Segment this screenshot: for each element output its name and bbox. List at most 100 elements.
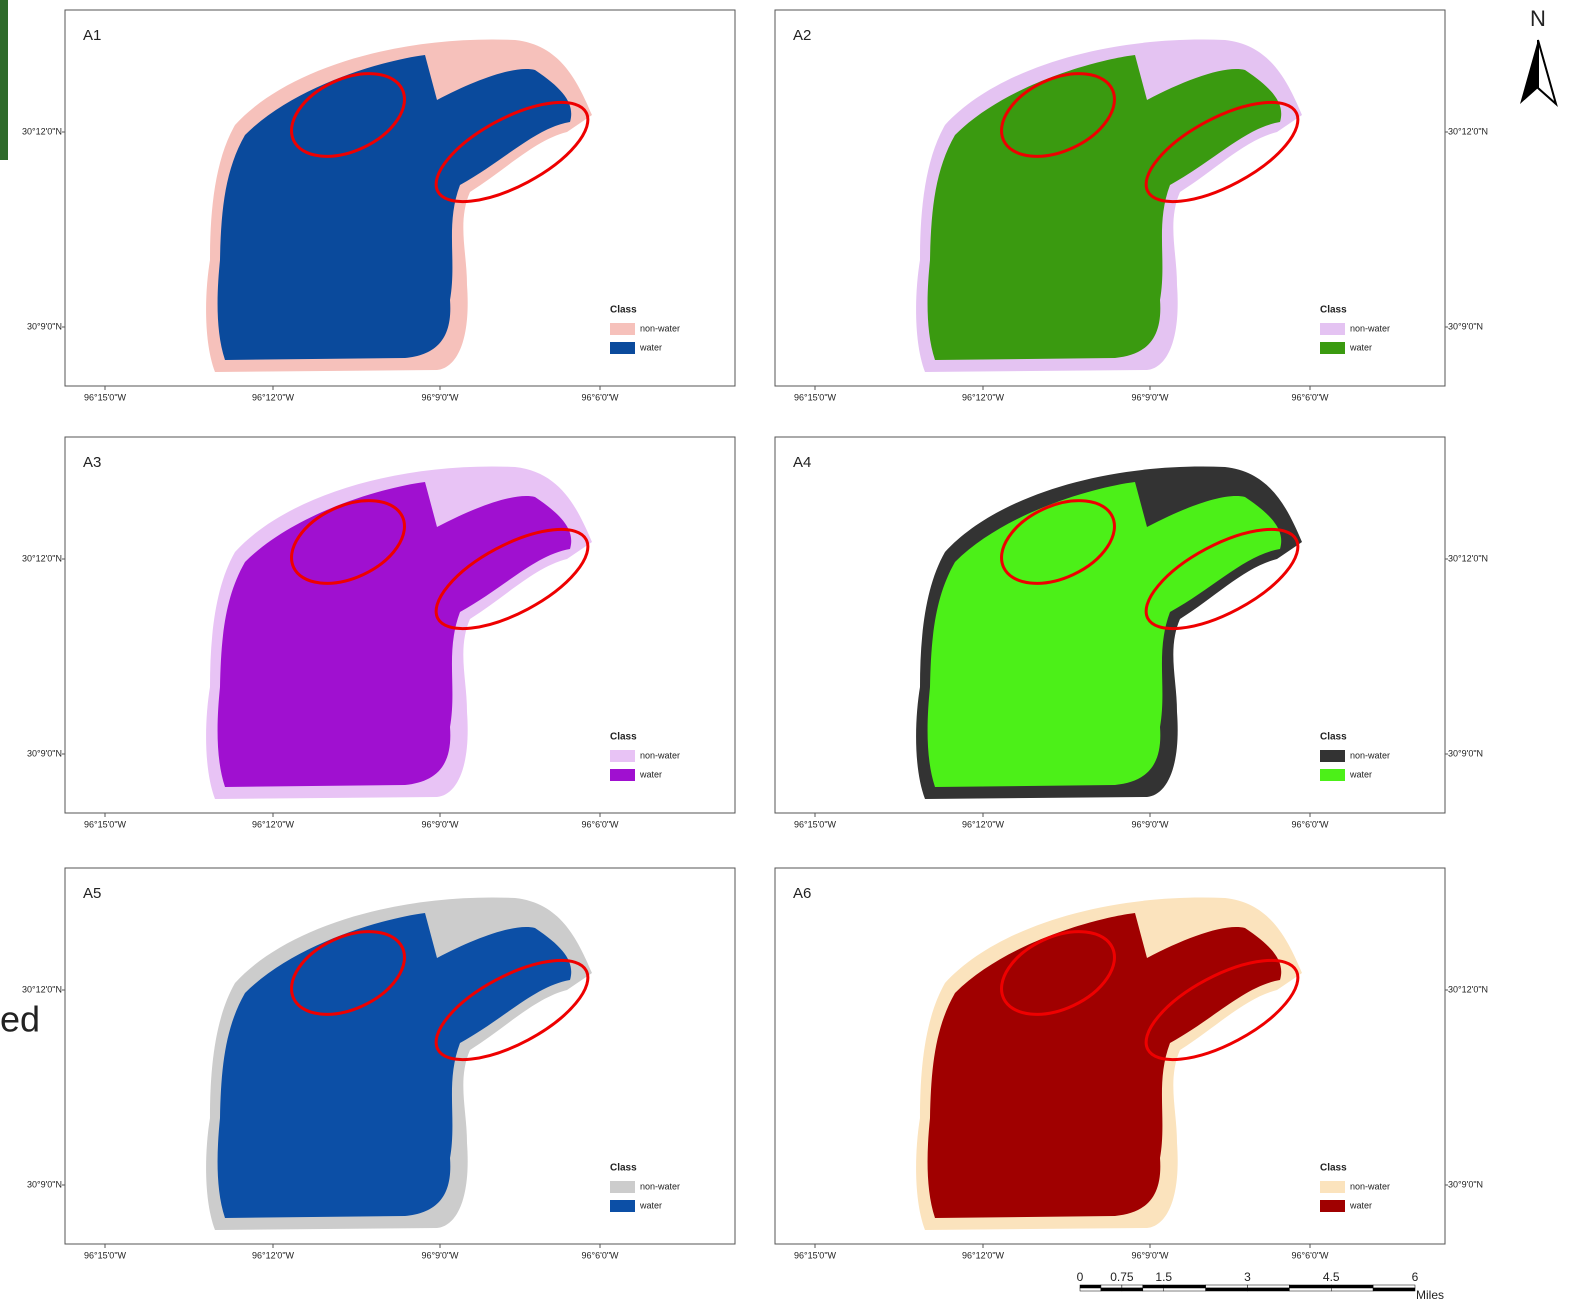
legend-label: water bbox=[1349, 1200, 1372, 1210]
legend-label: non-water bbox=[1350, 323, 1390, 333]
lon-label: 96°15'0"W bbox=[794, 392, 837, 402]
legend-label: water bbox=[1349, 769, 1372, 779]
lon-label: 96°12'0"W bbox=[252, 819, 295, 829]
scale-segment bbox=[1143, 1285, 1164, 1288]
text-fragment: ed bbox=[0, 999, 40, 1040]
legend-title: Class bbox=[1320, 732, 1347, 743]
legend-swatch bbox=[610, 750, 635, 762]
lon-label: 96°6'0"W bbox=[581, 819, 619, 829]
lon-label: 96°9'0"W bbox=[421, 819, 459, 829]
scale-label: 1.5 bbox=[1155, 1270, 1172, 1284]
scale-segment bbox=[1331, 1288, 1373, 1291]
legend-title: Class bbox=[610, 1163, 637, 1174]
lon-label: 96°9'0"W bbox=[421, 1250, 459, 1260]
lat-label: 30°9'0"N bbox=[27, 321, 62, 331]
legend-label: non-water bbox=[640, 323, 680, 333]
lat-label: 30°12'0"N bbox=[22, 553, 62, 563]
scale-segment bbox=[1122, 1288, 1143, 1291]
lat-label: 30°12'0"N bbox=[1448, 553, 1488, 563]
scale-segment bbox=[1248, 1285, 1290, 1288]
scale-segment bbox=[1331, 1285, 1373, 1288]
lon-label: 96°15'0"W bbox=[84, 392, 127, 402]
lon-label: 96°6'0"W bbox=[581, 392, 619, 402]
scale-segment bbox=[1206, 1288, 1248, 1291]
north-arrow bbox=[1520, 40, 1556, 104]
scale-segment bbox=[1080, 1288, 1101, 1291]
legend-label: water bbox=[639, 769, 662, 779]
panel-label: A6 bbox=[793, 885, 811, 902]
legend-label: water bbox=[1349, 342, 1372, 352]
scale-label: 0.75 bbox=[1110, 1270, 1134, 1284]
lat-label: 30°9'0"N bbox=[27, 1179, 62, 1189]
lon-label: 96°9'0"W bbox=[1131, 392, 1169, 402]
map-panel: A5Classnon-waterwater96°15'0"W96°12'0"W9… bbox=[22, 868, 735, 1260]
legend-title: Class bbox=[1320, 1163, 1347, 1174]
panel-label: A4 bbox=[793, 454, 811, 471]
lat-label: 30°9'0"N bbox=[1448, 321, 1483, 331]
lon-label: 96°15'0"W bbox=[84, 1250, 127, 1260]
lon-label: 96°9'0"W bbox=[1131, 1250, 1169, 1260]
lon-label: 96°6'0"W bbox=[581, 1250, 619, 1260]
legend-title: Class bbox=[610, 732, 637, 743]
scale-label: 6 bbox=[1412, 1270, 1419, 1284]
scale-segment bbox=[1373, 1288, 1415, 1291]
scale-segment bbox=[1101, 1285, 1122, 1288]
lon-label: 96°15'0"W bbox=[794, 1250, 837, 1260]
legend-title: Class bbox=[610, 305, 637, 316]
panel-label: A5 bbox=[83, 885, 101, 902]
legend-swatch bbox=[610, 342, 635, 354]
side-bar bbox=[0, 0, 8, 160]
lat-label: 30°9'0"N bbox=[27, 748, 62, 758]
legend-swatch bbox=[610, 323, 635, 335]
scale-segment bbox=[1143, 1288, 1164, 1291]
legend-label: water bbox=[639, 1200, 662, 1210]
lon-label: 96°9'0"W bbox=[421, 392, 459, 402]
lon-label: 96°12'0"W bbox=[962, 392, 1005, 402]
legend-swatch bbox=[610, 1200, 635, 1212]
lon-label: 96°12'0"W bbox=[962, 1250, 1005, 1260]
lat-label: 30°12'0"N bbox=[1448, 984, 1488, 994]
scale-segment bbox=[1289, 1285, 1331, 1288]
legend-swatch bbox=[1320, 750, 1345, 762]
scale-segment bbox=[1248, 1288, 1290, 1291]
legend-label: non-water bbox=[1350, 750, 1390, 760]
lat-label: 30°9'0"N bbox=[1448, 1179, 1483, 1189]
scale-segment bbox=[1101, 1288, 1122, 1291]
figure: N ed A1Classnon-waterwater96°15'0"W96°12… bbox=[0, 0, 1581, 1314]
panel-label: A2 bbox=[793, 27, 811, 44]
lon-label: 96°9'0"W bbox=[1131, 819, 1169, 829]
lat-label: 30°12'0"N bbox=[1448, 126, 1488, 136]
lon-label: 96°15'0"W bbox=[84, 819, 127, 829]
north-label: N bbox=[1530, 6, 1546, 31]
legend-label: non-water bbox=[1350, 1181, 1390, 1191]
legend-label: non-water bbox=[640, 1181, 680, 1191]
lon-label: 96°6'0"W bbox=[1291, 1250, 1329, 1260]
scale-segment bbox=[1164, 1285, 1206, 1288]
scale-segment bbox=[1206, 1285, 1248, 1288]
legend-swatch bbox=[1320, 1181, 1345, 1193]
lon-label: 96°15'0"W bbox=[794, 819, 837, 829]
legend-label: non-water bbox=[640, 750, 680, 760]
lon-label: 96°12'0"W bbox=[962, 819, 1005, 829]
legend-swatch bbox=[610, 769, 635, 781]
legend-title: Class bbox=[1320, 305, 1347, 316]
scale-segment bbox=[1289, 1288, 1331, 1291]
legend-swatch bbox=[1320, 323, 1345, 335]
scale-segment bbox=[1080, 1285, 1101, 1288]
legend-swatch bbox=[1320, 1200, 1345, 1212]
scale-segment bbox=[1164, 1288, 1206, 1291]
legend-swatch bbox=[610, 1181, 635, 1193]
lat-label: 30°9'0"N bbox=[1448, 748, 1483, 758]
scale-unit: Miles bbox=[1416, 1288, 1444, 1302]
lat-label: 30°12'0"N bbox=[22, 984, 62, 994]
scale-label: 0 bbox=[1077, 1270, 1084, 1284]
lon-label: 96°6'0"W bbox=[1291, 392, 1329, 402]
scale-segment bbox=[1122, 1285, 1143, 1288]
scale-label: 4.5 bbox=[1323, 1270, 1340, 1284]
panel-label: A3 bbox=[83, 454, 101, 471]
